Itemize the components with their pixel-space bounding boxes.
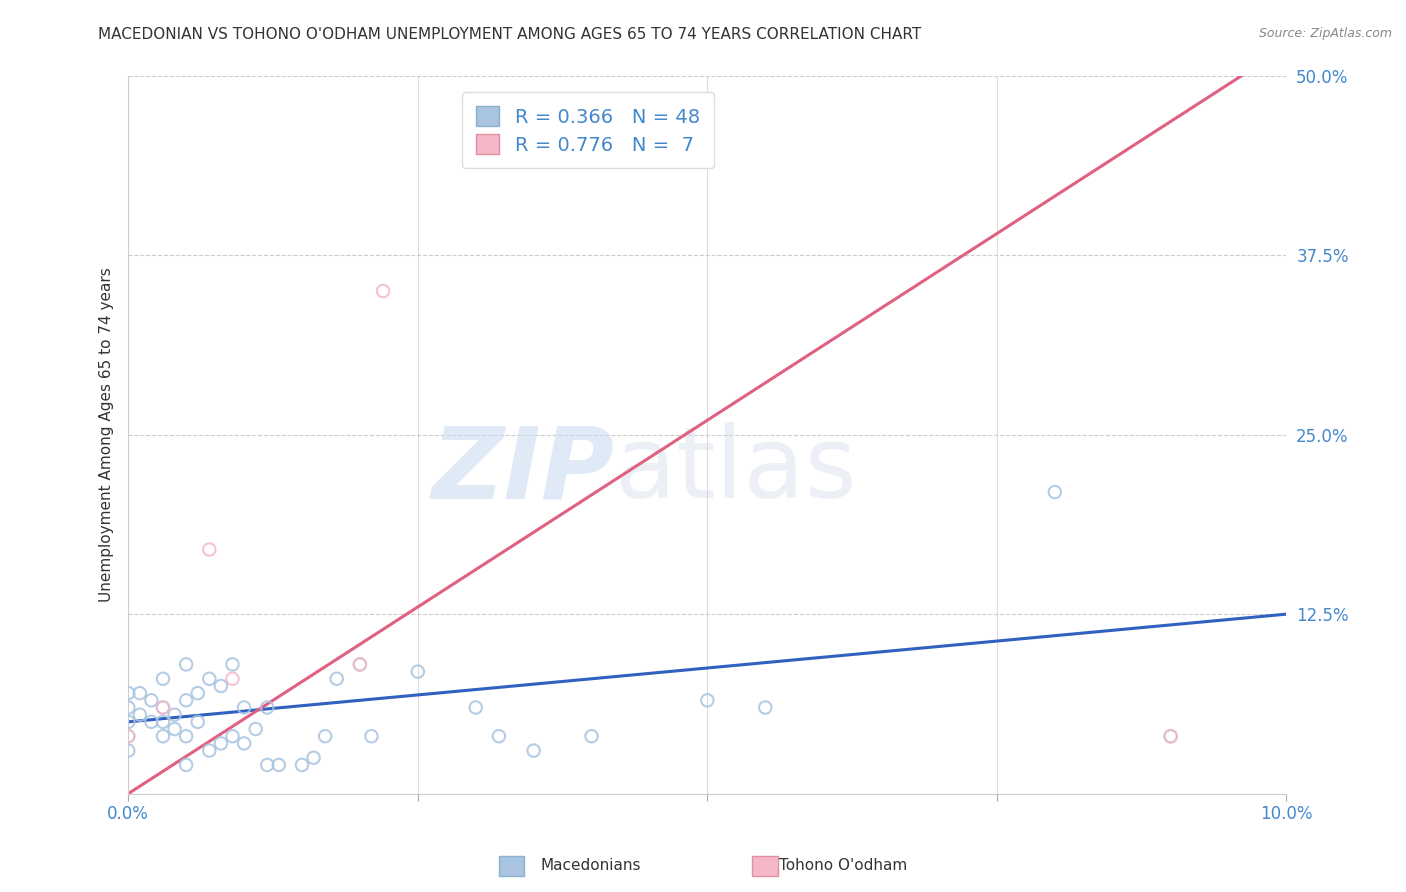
Point	[488, 729, 510, 743]
Point	[360, 729, 382, 743]
Point	[209, 736, 232, 750]
Legend: R = 0.366   N = 48, R = 0.776   N =  7: R = 0.366 N = 48, R = 0.776 N = 7	[463, 93, 713, 169]
Point	[117, 729, 139, 743]
Point	[117, 743, 139, 757]
Point	[233, 736, 256, 750]
Point	[1043, 485, 1066, 500]
Text: atlas: atlas	[614, 422, 856, 519]
Point	[141, 693, 163, 707]
Point	[163, 722, 186, 736]
Point	[464, 700, 486, 714]
Point	[152, 700, 174, 714]
Point	[696, 693, 718, 707]
Point	[221, 672, 243, 686]
Point	[163, 707, 186, 722]
Text: MACEDONIAN VS TOHONO O'ODHAM UNEMPLOYMENT AMONG AGES 65 TO 74 YEARS CORRELATION : MACEDONIAN VS TOHONO O'ODHAM UNEMPLOYMEN…	[98, 27, 922, 42]
Point	[267, 758, 290, 772]
Point	[523, 743, 546, 757]
Point	[349, 657, 371, 672]
Point	[152, 700, 174, 714]
Point	[245, 722, 267, 736]
Text: ZIP: ZIP	[432, 422, 614, 519]
Point	[117, 729, 139, 743]
Point	[174, 729, 197, 743]
Point	[174, 693, 197, 707]
Point	[209, 679, 232, 693]
Point	[141, 714, 163, 729]
Point	[1160, 729, 1182, 743]
Point	[221, 729, 243, 743]
Point	[187, 686, 209, 700]
Point	[325, 672, 347, 686]
Point	[198, 672, 221, 686]
Point	[406, 665, 429, 679]
Point	[581, 729, 603, 743]
Text: Macedonians: Macedonians	[540, 858, 641, 872]
Point	[1160, 729, 1182, 743]
Point	[233, 700, 256, 714]
Point	[117, 714, 139, 729]
Point	[128, 707, 150, 722]
Text: Source: ZipAtlas.com: Source: ZipAtlas.com	[1258, 27, 1392, 40]
Point	[256, 700, 278, 714]
Point	[291, 758, 314, 772]
Point	[221, 657, 243, 672]
Point	[198, 743, 221, 757]
Point	[117, 700, 139, 714]
Point	[152, 729, 174, 743]
Point	[117, 686, 139, 700]
Point	[349, 657, 371, 672]
Point	[754, 700, 776, 714]
Point	[371, 284, 394, 298]
Point	[302, 751, 325, 765]
Point	[152, 672, 174, 686]
Point	[187, 714, 209, 729]
Text: Tohono O'odham: Tohono O'odham	[779, 858, 908, 872]
Y-axis label: Unemployment Among Ages 65 to 74 years: Unemployment Among Ages 65 to 74 years	[100, 268, 114, 602]
Point	[174, 758, 197, 772]
Point	[256, 758, 278, 772]
Point	[152, 714, 174, 729]
Point	[314, 729, 336, 743]
Point	[128, 686, 150, 700]
Point	[198, 542, 221, 557]
Point	[174, 657, 197, 672]
